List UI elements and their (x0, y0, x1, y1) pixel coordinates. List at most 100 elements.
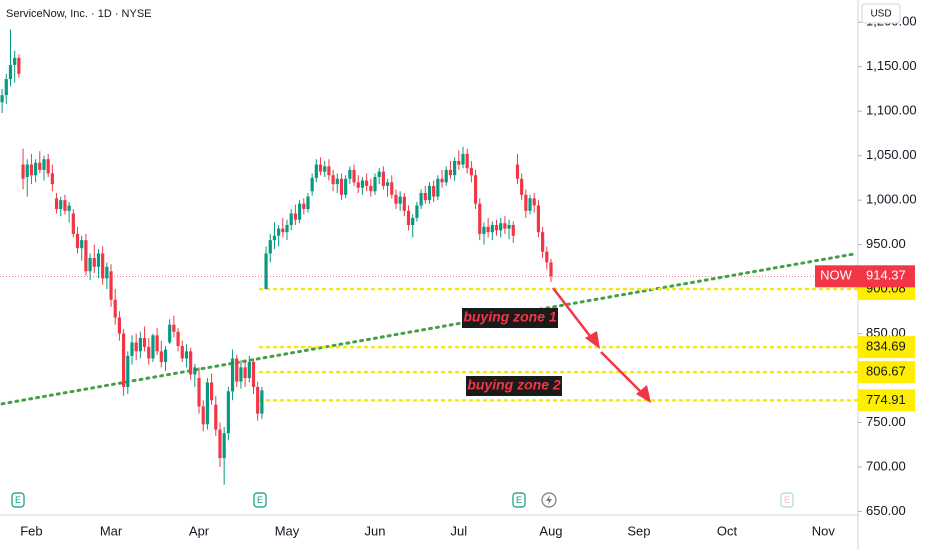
candle-body (247, 362, 251, 379)
candle-body (532, 198, 536, 206)
candle-body (4, 79, 8, 96)
candle-body (398, 196, 402, 204)
candle-body (323, 166, 327, 172)
level-label-box (858, 336, 915, 359)
candle-body (109, 271, 113, 300)
candle-body (339, 178, 344, 195)
chart-title: ServiceNow, Inc. · 1D · NYSE (6, 8, 152, 20)
candle-body (122, 333, 126, 387)
candle-body (507, 225, 511, 229)
candle-body (528, 198, 532, 211)
symbol-label: NOW (820, 268, 853, 283)
candle-body (84, 240, 88, 272)
x-tick-label: Apr (189, 523, 210, 538)
candle-body (503, 223, 507, 229)
candle-body (226, 391, 230, 434)
candle-body (268, 240, 272, 254)
candle-body (373, 177, 377, 192)
x-tick-label: Feb (20, 523, 42, 538)
candle-body (138, 337, 142, 352)
candle-body (75, 233, 80, 249)
candle-body (201, 406, 205, 425)
candle-body (494, 225, 499, 231)
y-tick-label: 650.00 (866, 503, 906, 518)
x-tick-label: Mar (100, 523, 123, 538)
candle-body (67, 205, 71, 211)
candle-body (297, 203, 302, 220)
candle-body (13, 57, 17, 65)
candle-body (17, 57, 21, 74)
y-tick-label: 1,050.00 (866, 147, 917, 162)
y-tick-label: 1,100.00 (866, 103, 917, 118)
candle-body (193, 367, 197, 375)
candle-body (549, 262, 553, 277)
candle-body (482, 226, 486, 234)
candle-body (511, 225, 515, 236)
candle-body (327, 166, 331, 176)
candle-body (243, 367, 247, 379)
candle-body (536, 205, 541, 233)
candle-body (21, 164, 25, 179)
candle-body (377, 171, 381, 178)
candle-body (168, 324, 172, 343)
candle-body (214, 404, 218, 430)
candle-body (465, 153, 469, 169)
candle-body (96, 253, 101, 267)
candle-body (473, 175, 478, 204)
event-icon[interactable] (253, 492, 267, 508)
candle-body (101, 253, 105, 279)
candle-body (448, 169, 453, 176)
candle-body (369, 185, 373, 192)
event-icon[interactable] (11, 492, 25, 508)
candle-body (155, 335, 159, 352)
x-tick-label: Jun (365, 523, 386, 538)
candle-body (46, 159, 50, 174)
candle-body (260, 390, 264, 414)
candle-body (352, 169, 356, 183)
annotation: buying zone 1 (463, 309, 557, 325)
candle-body (63, 200, 67, 211)
candle-body (406, 210, 411, 226)
candle-body (302, 203, 306, 210)
candle-body (8, 64, 13, 80)
candle-body (180, 346, 184, 359)
candle-body (335, 178, 339, 185)
candle-body (197, 378, 201, 407)
candle-body (272, 235, 277, 241)
candle-body (281, 228, 285, 233)
candle-body (163, 349, 168, 363)
candle-body (264, 253, 268, 290)
candle-body (80, 240, 84, 249)
candle-body (277, 228, 281, 236)
candle-body (222, 433, 226, 459)
candle-body (545, 251, 549, 263)
candle-body (427, 185, 432, 201)
candle-body (469, 168, 473, 176)
level-label-box (858, 361, 915, 384)
candle-body (331, 175, 335, 185)
candle-body (486, 226, 490, 233)
candle-body (189, 351, 193, 375)
candle-body (92, 257, 96, 267)
candle-body (54, 198, 59, 210)
candle-body (159, 351, 163, 363)
candle-body (0, 95, 4, 103)
event-label: E (15, 495, 21, 505)
candle-body (209, 382, 214, 401)
candle-body (310, 177, 314, 192)
currency-box[interactable] (861, 3, 901, 24)
candle-body (289, 213, 293, 226)
candle-body (478, 203, 482, 234)
candle-body (205, 382, 210, 425)
candle-body (25, 164, 29, 178)
candle-body (432, 185, 436, 197)
candle-body (50, 173, 54, 185)
event-icon[interactable] (512, 492, 526, 508)
candle-body (239, 367, 243, 382)
y-tick-label: 950.00 (866, 236, 906, 251)
level-label: 806.67 (866, 364, 906, 379)
dividend-bolt (546, 495, 552, 505)
event-icon[interactable] (780, 492, 794, 508)
candle-body (440, 178, 444, 183)
